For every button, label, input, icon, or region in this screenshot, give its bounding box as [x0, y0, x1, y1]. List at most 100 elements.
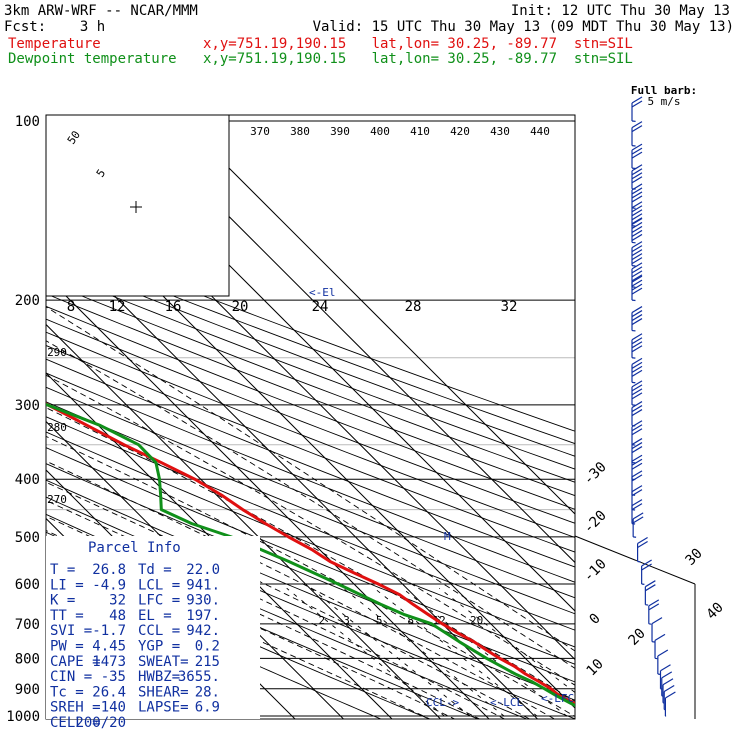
wind-barb	[657, 649, 669, 675]
temperature-legend: Temperature	[8, 36, 101, 52]
parcel-info-cell: CCL =	[138, 623, 180, 639]
wind-barb	[631, 201, 643, 227]
wind-barb	[631, 183, 643, 209]
wind-barb	[631, 143, 643, 170]
plot-frame	[45, 114, 576, 720]
ccl-marker: CCL->	[426, 696, 459, 709]
parcel-info-cell: SREH =	[50, 700, 101, 716]
mixing-ratio-line	[439, 587, 575, 694]
wind-barb	[631, 121, 643, 147]
parcel-info-title: Parcel Info	[88, 540, 181, 556]
isotherm-label: -20	[581, 508, 610, 537]
dry-adiabat-line	[46, 447, 575, 665]
wind-barb	[631, 96, 643, 122]
parcel-info-cell: 48	[109, 608, 126, 624]
mixing-ratio-label: 3	[343, 614, 350, 627]
parcel-info-cell: Tc =	[50, 684, 84, 700]
wind-barb	[648, 599, 660, 625]
dry-adiabat-line	[46, 331, 575, 539]
speed-tick-label: 24	[312, 299, 329, 315]
wind-barb	[631, 217, 643, 244]
parcel-info-cell: 215	[195, 654, 220, 670]
wind-barb	[631, 401, 643, 427]
parcel-info-cell: -1.7	[92, 623, 126, 639]
dry-adiabat-line	[46, 416, 575, 631]
wind-barb	[641, 559, 652, 585]
isotherm-line	[46, 323, 442, 719]
isotherm-line	[0, 108, 14, 729]
speed-tick-label: 8	[67, 299, 75, 315]
parcel-info-cell: TT =	[50, 608, 84, 624]
pressure-tick-label: 200	[15, 293, 40, 309]
moist-adiabat-line	[46, 407, 575, 702]
moist-adiabat-line	[46, 460, 556, 719]
parcel-info-cell: 6.9	[195, 700, 220, 716]
parcel-info-cell: 26.4	[92, 684, 126, 700]
dewpoint-legend: Dewpoint temperature	[8, 51, 177, 67]
m-marker: M	[444, 530, 451, 543]
valid-time: Valid: 15 UTC Thu 30 May 13 (09 MDT Thu …	[313, 19, 734, 35]
parcel-info-cell: 32	[109, 593, 126, 609]
parcel-info-panel: Parcel Info T = 26.8 Td = 22.0 LI = -4.9 LCL =…	[46, 536, 260, 731]
forecast-hour: Fcst: 3 h	[4, 19, 105, 35]
parcel-info-cell: 22.0	[186, 562, 220, 578]
hodograph: 550	[45, 114, 230, 297]
dry-adiabat-line	[46, 345, 575, 553]
speed-tick-label: 28	[405, 299, 422, 315]
pressure-tick-label: 1000	[6, 709, 40, 725]
parcel-info-cell: LI =	[50, 577, 84, 593]
wind-barb	[636, 537, 648, 563]
dry-adiabat-line	[46, 372, 575, 583]
background-grid: 1002003004005006007008009001000-80-70-60…	[0, 108, 727, 729]
dry-adiabat-line	[46, 233, 575, 432]
isotherm-label: 30	[683, 546, 706, 569]
dry-adiabat-label: 290	[47, 346, 67, 359]
pressure-tick-label: 400	[15, 472, 40, 488]
speed-tick-label: 16	[165, 299, 182, 315]
parcel-info-cell: T =	[50, 562, 75, 578]
pressure-tick-label: 800	[15, 651, 40, 667]
speed-tick-label: 32	[501, 299, 518, 315]
theta-e-label: 410	[410, 125, 430, 138]
wind-barb	[631, 333, 643, 359]
wind-barb	[631, 380, 643, 406]
parcel-info-cell: 930.	[186, 593, 220, 609]
mixing-ratio-label: 5	[376, 614, 383, 627]
theta-e-label: 440	[530, 125, 550, 138]
dry-adiabat-line	[46, 257, 575, 457]
isotherm-label: -30	[581, 459, 610, 488]
parcel-info-cell: SWEAT=	[138, 654, 189, 670]
lfc-marker: <-LFC	[541, 692, 574, 705]
el-marker: <-El	[309, 286, 336, 299]
dry-adiabat-label: 280	[47, 421, 67, 434]
mixing-ratio-label: 8	[407, 614, 414, 627]
parcel-info-cell: 197.	[186, 608, 220, 624]
wind-legend-title: Full barb:	[631, 84, 697, 97]
moist-adiabat-line	[46, 481, 531, 719]
parcel-info-cell: -35	[101, 669, 126, 685]
parcel-info-cell: 942.	[186, 623, 220, 639]
parcel-info-cell: 3655.	[178, 669, 220, 685]
wind-barb	[644, 580, 656, 606]
parcel-info-cell: CAPE =	[50, 654, 101, 670]
model-title: 3km ARW-WRF -- NCAR/MMM	[4, 3, 198, 19]
wind-barb	[631, 275, 643, 302]
parcel-info-cell: LCL =	[138, 577, 180, 593]
wind-barb	[654, 633, 666, 660]
speed-tick-label: 20	[232, 299, 249, 315]
parcel-info-cell: EL =	[138, 608, 172, 624]
pressure-tick-label: 300	[15, 398, 40, 414]
parcel-info-cell: 1473	[92, 654, 126, 670]
isotherm-label: 0	[587, 611, 604, 628]
theta-e-label: 400	[370, 125, 390, 138]
parcel-info-cell: 26.8	[92, 562, 126, 578]
wind-barb	[631, 499, 643, 525]
pressure-tick-label: 600	[15, 577, 40, 593]
parcel-info-cell: CELL =	[50, 715, 101, 731]
wind-barb	[651, 617, 663, 643]
moist-adiabat-line	[46, 306, 575, 652]
dewpoint-location: x,y=751.19,190.15 lat,lon= 30.25, -89.77…	[203, 51, 633, 67]
parcel-info-cell: 200/20	[75, 715, 126, 731]
parcel-info-cell: SHEAR=	[138, 684, 189, 700]
